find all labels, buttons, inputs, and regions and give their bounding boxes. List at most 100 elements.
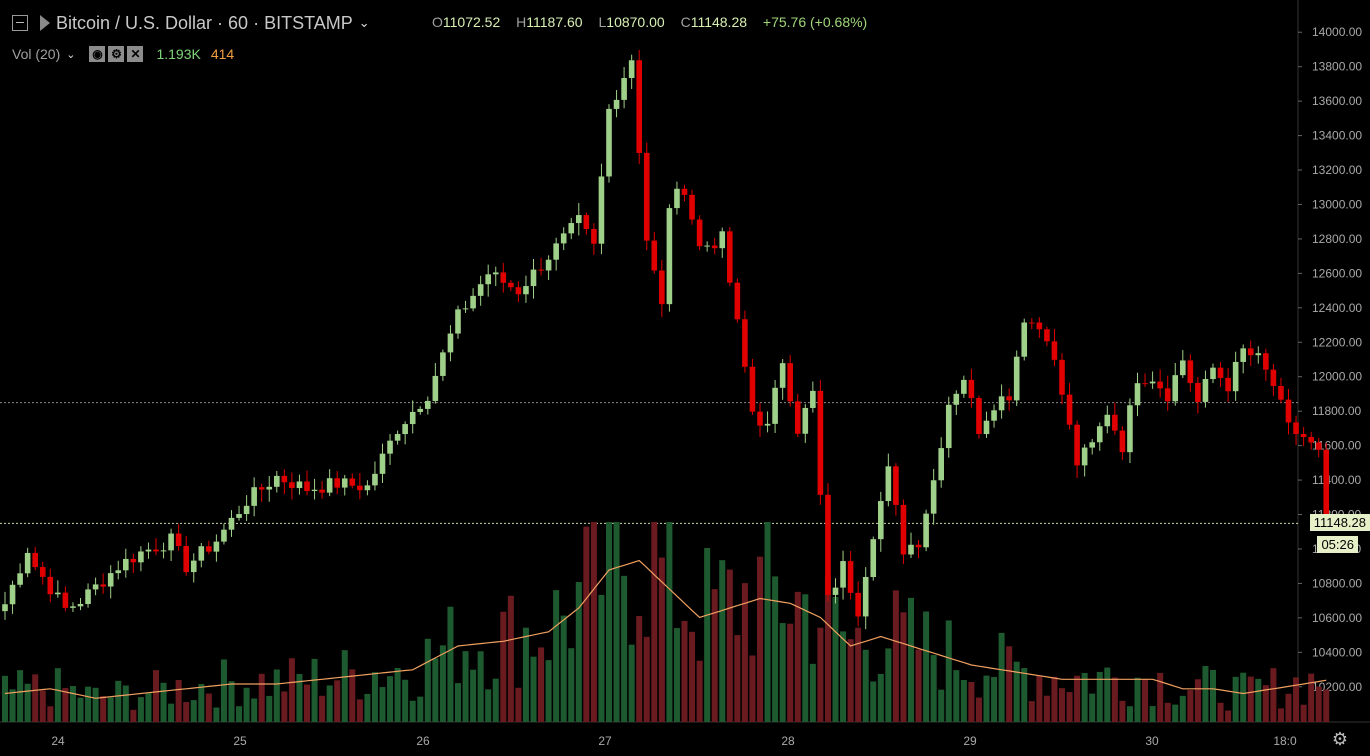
candle-body (757, 411, 763, 426)
candle-body (402, 424, 408, 435)
candle-body (2, 604, 8, 612)
volume-bar (137, 697, 144, 722)
candle-body (1180, 360, 1186, 376)
candle-body (1127, 405, 1133, 453)
y-tick-label: 10400.00 (1312, 645, 1362, 659)
candle-body (681, 188, 688, 195)
candle-body (1164, 388, 1171, 402)
candle-body (326, 478, 333, 493)
candle-body (742, 319, 748, 367)
volume-bar (696, 660, 703, 722)
candle-body (462, 308, 469, 310)
volume-bar (1240, 672, 1247, 722)
candle-body (764, 423, 771, 426)
candle-body (810, 390, 816, 408)
volume-bar (228, 681, 235, 722)
candle-body (372, 473, 378, 486)
volume-bar (538, 647, 545, 722)
candle-body (1285, 399, 1292, 423)
y-tick-label: 14000.00 (1312, 25, 1362, 39)
candle-body (1210, 367, 1216, 380)
volume-bar (1164, 702, 1171, 722)
symbol-title[interactable]: Bitcoin / U.S. Dollar · 60 · BITSTAMP (56, 12, 353, 33)
collapse-icon[interactable] (12, 15, 28, 31)
volume-bar (107, 697, 114, 722)
settings-icon[interactable]: ⚙ (108, 46, 125, 62)
candle-body (357, 485, 363, 491)
volume-bar (47, 706, 54, 722)
candle-body (85, 589, 91, 604)
volume-bar (923, 611, 930, 722)
volume-bar (998, 632, 1005, 722)
candle-body (258, 487, 265, 490)
volume-bar (764, 522, 771, 722)
candle-body (560, 233, 567, 244)
volume-ma-line (4, 559, 1327, 699)
candle-body (1119, 430, 1126, 453)
candle-body (123, 558, 129, 571)
candle-body (274, 475, 280, 487)
volume-bar (288, 658, 295, 722)
chevron-down-icon[interactable]: ⌄ (358, 15, 370, 30)
volume-bar (1202, 666, 1209, 722)
gear-icon[interactable]: ⚙ (1331, 729, 1348, 749)
volume-bar (832, 596, 839, 722)
candle-body (1074, 424, 1080, 466)
candle-body (696, 219, 703, 247)
volume-bar (77, 697, 84, 722)
change-value: +75.76 (+0.68%) (762, 14, 868, 30)
candle-body (1013, 356, 1020, 401)
volume-bar (122, 685, 129, 722)
eye-icon[interactable]: ◉ (89, 46, 106, 62)
volume-bar (447, 606, 454, 722)
x-tick-label: 18:0 (1273, 734, 1297, 748)
volume-bar (54, 668, 61, 722)
candle-body (1293, 422, 1299, 435)
candle-body (1232, 361, 1239, 392)
last-price-label: 11148.28 (1309, 514, 1370, 532)
candle-body (787, 363, 793, 402)
close-value: 11148.28 (690, 14, 748, 30)
volume-bar (658, 557, 665, 722)
candle-body (115, 570, 122, 574)
volume-label[interactable]: Vol (20) (12, 46, 61, 62)
candle-body (832, 587, 839, 595)
volume-bar (975, 697, 982, 722)
chevron-down-icon[interactable]: ⌄ (66, 48, 76, 61)
chart-header: Bitcoin / U.S. Dollar · 60 · BITSTAMP ⌄ (12, 10, 370, 36)
volume-bar (69, 686, 76, 722)
volume-bar (1028, 701, 1035, 722)
candle-body (983, 420, 990, 435)
close-key: C (680, 14, 691, 30)
volume-bar (168, 703, 175, 722)
volume-bar (115, 680, 122, 722)
candle-body (636, 60, 642, 153)
volume-bar (757, 556, 763, 722)
candle-body (492, 272, 499, 275)
candle-body (168, 533, 174, 551)
candle-body (1187, 360, 1194, 383)
volume-bar (598, 594, 605, 722)
candle-body (568, 223, 575, 234)
volume-bar (1126, 706, 1133, 722)
candle-body (447, 333, 454, 353)
candle-body (523, 286, 529, 295)
candle-body (1300, 434, 1307, 438)
candle-body (190, 560, 197, 573)
candle-body (1255, 353, 1262, 356)
candle-body (198, 546, 205, 561)
candle-body (991, 410, 997, 421)
candle-body (704, 245, 710, 247)
volume-bar (1247, 676, 1254, 722)
volume-bar (1066, 692, 1073, 722)
candle-body (1149, 381, 1156, 384)
candle-body (1157, 381, 1163, 389)
candle-body (621, 78, 627, 100)
candle-body (794, 401, 801, 434)
close-icon[interactable]: ✕ (127, 46, 144, 62)
volume-bar (1013, 661, 1020, 722)
candle-body (772, 387, 778, 424)
y-tick-label: 13000.00 (1312, 197, 1362, 211)
candle-body (1112, 414, 1118, 431)
